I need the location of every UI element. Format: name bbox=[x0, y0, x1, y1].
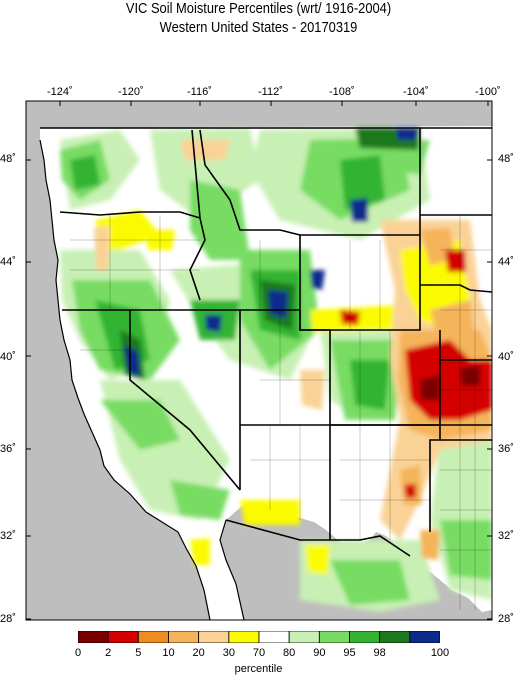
title-line-1: VIC Soil Moisture Percentiles (wrt/ 1916… bbox=[125, 0, 392, 17]
legend-swatch bbox=[137, 631, 169, 643]
moisture-patch bbox=[94, 226, 110, 270]
legend-swatch bbox=[409, 631, 440, 643]
moisture-patch bbox=[170, 480, 230, 520]
soil-moisture-map bbox=[25, 100, 493, 621]
legend-colorbar bbox=[78, 631, 440, 643]
map-frame bbox=[25, 100, 493, 621]
lat-tick-label-left: 28˚ bbox=[0, 613, 16, 625]
legend-tick-label: 90 bbox=[313, 647, 326, 659]
legend-tick-label: 20 bbox=[192, 647, 205, 659]
moisture-patch bbox=[460, 366, 480, 386]
moisture-patch bbox=[395, 128, 418, 140]
lat-tick-label-left: 36˚ bbox=[0, 443, 16, 455]
legend-swatch bbox=[379, 631, 411, 643]
legend-tick-label: 5 bbox=[135, 647, 142, 659]
moisture-patch bbox=[305, 545, 330, 575]
gulf-coastline bbox=[219, 519, 245, 620]
legend-swatch bbox=[349, 631, 381, 643]
tick-marks bbox=[26, 101, 492, 620]
moisture-patch bbox=[240, 500, 300, 525]
legend-tick-label: 10 bbox=[162, 647, 175, 659]
lat-tick-label-right: 44˚ bbox=[498, 256, 514, 268]
lat-tick-label-right: 48˚ bbox=[498, 153, 514, 165]
moisture-patch bbox=[124, 345, 140, 376]
moisture-patch bbox=[430, 300, 475, 345]
legend-tick-label: 80 bbox=[283, 647, 296, 659]
legend-tick-label: 0 bbox=[74, 647, 82, 659]
legend-tick-label: 95 bbox=[343, 647, 356, 659]
moisture-patch bbox=[70, 155, 100, 190]
legend-swatch bbox=[107, 631, 139, 643]
legend-tick-label: 2 bbox=[105, 647, 112, 659]
legend-tick-label: 100 bbox=[430, 647, 450, 659]
legend-swatch bbox=[318, 631, 350, 643]
moisture-patch bbox=[300, 370, 325, 410]
moisture-patch bbox=[445, 250, 466, 272]
moisture-patch bbox=[310, 270, 325, 290]
lon-tick-label: -108˚ bbox=[329, 86, 355, 98]
moisture-patch bbox=[340, 155, 385, 210]
lat-tick-label-left: 44˚ bbox=[0, 256, 16, 268]
moisture-patch bbox=[404, 484, 416, 498]
lat-tick-label-right: 28˚ bbox=[498, 613, 514, 625]
moisture-patch bbox=[420, 375, 440, 400]
lon-tick-label: -104˚ bbox=[403, 86, 429, 98]
title-line-2: Western United States - 20170319 bbox=[159, 19, 358, 36]
lon-tick-label: -100˚ bbox=[475, 86, 501, 98]
lon-tick-label: -116˚ bbox=[187, 86, 212, 98]
lon-tick-label: -112˚ bbox=[258, 86, 283, 98]
moisture-patch bbox=[330, 560, 410, 605]
legend-swatch bbox=[288, 631, 320, 643]
moisture-patch bbox=[350, 360, 390, 410]
legend-swatch bbox=[228, 631, 260, 643]
lat-tick-label-left: 48˚ bbox=[0, 153, 16, 165]
lon-tick-label: -120˚ bbox=[118, 86, 144, 98]
legend-swatch bbox=[258, 631, 290, 643]
lat-tick-label-right: 32˚ bbox=[498, 530, 514, 542]
legend-title: percentile bbox=[234, 663, 283, 675]
legend-swatch bbox=[78, 631, 109, 643]
legend-swatch bbox=[198, 631, 230, 643]
legend-tick-label: 70 bbox=[252, 647, 266, 659]
moisture-patch bbox=[350, 198, 368, 222]
lat-tick-label-right: 36˚ bbox=[498, 443, 514, 455]
moisture-patch bbox=[268, 290, 288, 318]
lon-tick-label: -124˚ bbox=[47, 86, 73, 98]
legend-tick-label: 98 bbox=[373, 647, 386, 659]
moisture-patch bbox=[420, 530, 440, 560]
legend-tick-label: 30 bbox=[222, 647, 235, 659]
moisture-patch bbox=[190, 538, 210, 565]
lat-tick-label-right: 40˚ bbox=[498, 351, 514, 363]
coastline bbox=[39, 139, 211, 620]
lat-tick-label-left: 40˚ bbox=[0, 351, 16, 363]
moisture-patch bbox=[180, 140, 230, 160]
moisture-patch bbox=[100, 400, 180, 450]
legend-swatch bbox=[168, 631, 200, 643]
county-lines bbox=[70, 215, 492, 610]
lat-tick-label-left: 32˚ bbox=[0, 530, 16, 542]
state-borders bbox=[40, 127, 492, 557]
moisture-patch bbox=[205, 315, 222, 332]
